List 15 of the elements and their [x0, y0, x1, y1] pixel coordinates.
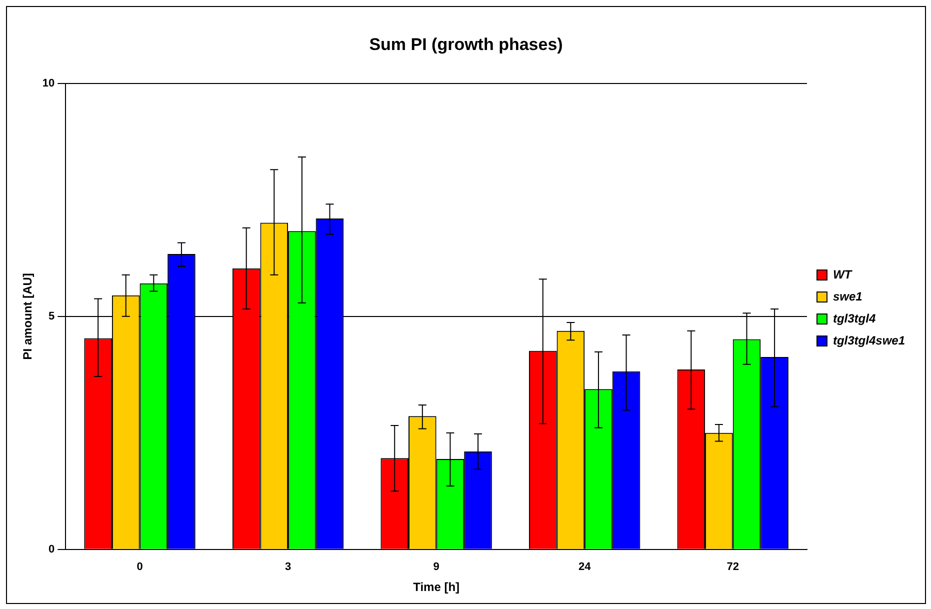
y-tick-label: 5: [48, 310, 55, 322]
legend-label: tgl3tgl4: [832, 311, 876, 326]
y-axis-title: PI amount [AU]: [20, 273, 35, 360]
x-tick-label: 9: [433, 561, 440, 574]
legend-label: WT: [832, 267, 854, 282]
x-tick-label: 3: [284, 561, 292, 574]
legend-label: swe1: [832, 289, 863, 304]
x-tick-label: 24: [578, 561, 592, 574]
legend-label: tgl3tgl4swe1: [832, 333, 906, 348]
x-tick-label: 0: [136, 561, 143, 574]
y-tick-label: 10: [42, 77, 55, 90]
chart-title: Sum PI (growth phases): [369, 34, 563, 54]
x-tick-label: 72: [726, 561, 739, 574]
y-tick-label: 0: [48, 543, 55, 556]
x-axis-title: Time [h]: [413, 580, 460, 594]
